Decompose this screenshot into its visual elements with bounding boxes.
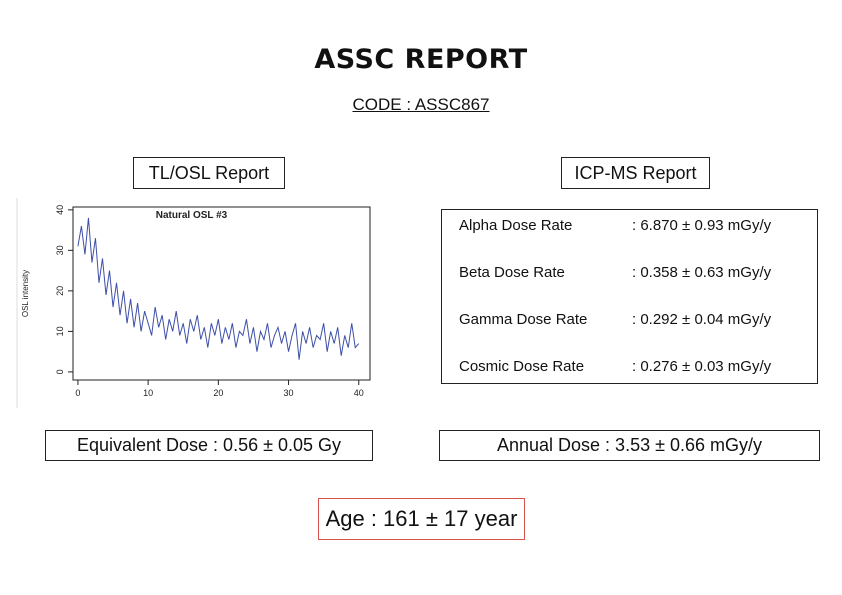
row-value: : 6.870 ± 0.93 mGy/y — [632, 217, 772, 234]
y-axis-label: OSL intensity — [21, 270, 30, 317]
chart-title: Natural OSL #3 — [156, 210, 228, 221]
annual-dose: Annual Dose : 3.53 ± 0.66 mGy/y — [439, 430, 820, 461]
y-tick-label: 10 — [55, 326, 65, 336]
row-value: : 0.276 ± 0.03 mGy/y — [632, 358, 772, 375]
equivalent-dose: Equivalent Dose : 0.56 ± 0.05 Gy — [45, 430, 373, 461]
report-title: ASSC REPORT — [314, 44, 528, 75]
row-value: : 0.292 ± 0.04 mGy/y — [632, 311, 772, 328]
row-value: : 0.358 ± 0.63 mGy/y — [632, 264, 772, 281]
y-tick-label: 30 — [55, 245, 65, 255]
x-tick-label: 30 — [284, 388, 294, 398]
row-label: Cosmic Dose Rate — [459, 358, 585, 375]
icp-ms-table: Alpha Dose Rate : 6.870 ± 0.93 mGy/y Beta … — [441, 209, 818, 384]
age-result: Age : 161 ± 17 year — [318, 498, 525, 540]
row-label: Alpha Dose Rate — [459, 217, 573, 234]
row-label: Beta Dose Rate — [459, 264, 565, 281]
tl-osl-heading: TL/OSL Report — [133, 157, 285, 189]
x-tick-label: 0 — [75, 388, 80, 398]
osl-line — [77, 217, 360, 360]
code-text: CODE : ASSC867 — [352, 95, 490, 114]
y-tick-label: 40 — [55, 205, 65, 215]
plot-frame — [72, 206, 371, 381]
icp-ms-heading: ICP-MS Report — [561, 157, 710, 189]
osl-chart: Natural OSL #3 OSL intensity 0 10 20 30 40 0 10 2… — [16, 198, 371, 408]
x-tick-label: 40 — [354, 388, 364, 398]
y-tick-label: 0 — [55, 369, 65, 374]
x-tick-label: 20 — [213, 388, 223, 398]
row-label: Gamma Dose Rate — [459, 311, 588, 328]
report-code: CODE : ASSC867 — [0, 95, 842, 115]
x-tick-label: 10 — [143, 388, 153, 398]
y-tick-label: 20 — [55, 286, 65, 296]
